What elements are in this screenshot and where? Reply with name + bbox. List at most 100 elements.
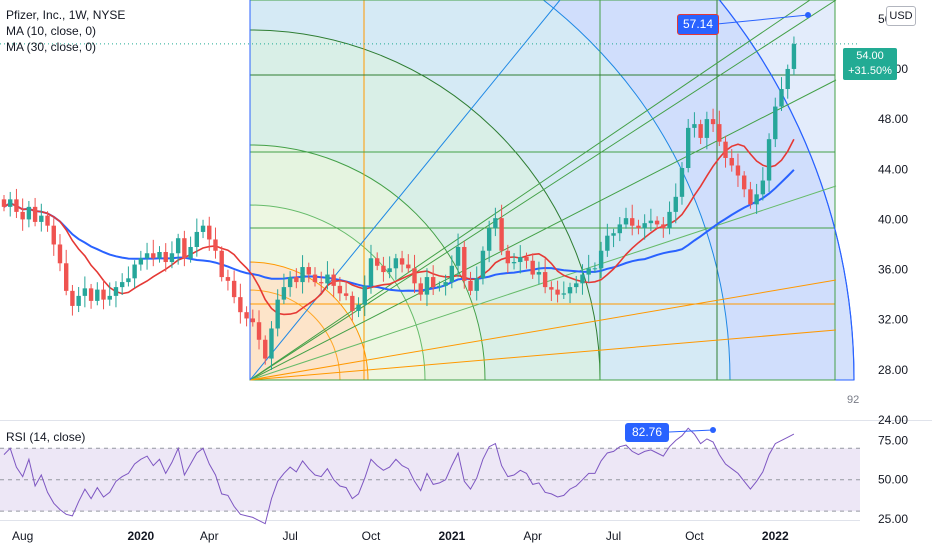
price-tick-label: 40.00 [878, 212, 908, 226]
candle [368, 258, 374, 286]
time-axis-line [0, 520, 860, 521]
candle [362, 285, 367, 305]
candle [269, 328, 274, 359]
candle [331, 274, 336, 286]
gann-ray [249, 279, 837, 381]
candle [375, 258, 380, 266]
candle [549, 287, 554, 290]
candle [356, 304, 361, 311]
gann-ray [249, 329, 837, 381]
candle [64, 263, 69, 291]
candle [748, 189, 753, 205]
price-callout[interactable]: 57.14 [677, 14, 719, 35]
rsi-callout[interactable]: 82.76 [625, 423, 669, 442]
candle [163, 252, 168, 263]
candle [1, 199, 7, 207]
candle [101, 289, 106, 300]
candle [611, 233, 616, 236]
candle [605, 235, 610, 251]
time-tick-label: Oct [362, 529, 381, 543]
candle [281, 287, 287, 300]
candle [486, 228, 492, 251]
rsi-tick-label: 75.00 [878, 433, 908, 447]
candle [598, 250, 604, 269]
time-tick-label: Apr [523, 529, 542, 543]
candle [39, 215, 44, 222]
candle [45, 215, 50, 226]
candles [1, 36, 797, 370]
candle [567, 287, 573, 294]
candle [188, 246, 193, 259]
candle [760, 180, 766, 195]
candle [617, 224, 622, 234]
candle [574, 283, 579, 288]
candle [735, 165, 741, 176]
candle [493, 218, 498, 229]
candle [505, 250, 511, 264]
candle [88, 288, 94, 301]
time-tick-label: 2020 [127, 529, 154, 543]
candle [480, 250, 486, 279]
candle [169, 253, 175, 263]
candle [698, 124, 703, 138]
ma30-legend[interactable]: MA (30, close, 0) [6, 40, 97, 54]
candle [157, 252, 162, 259]
candle [319, 282, 324, 284]
candle [443, 282, 448, 286]
candle [57, 244, 63, 264]
candle [119, 282, 125, 288]
candle [263, 339, 268, 359]
rsi-tick-label: 25.00 [878, 512, 908, 526]
candle [238, 297, 243, 313]
callout-connector [716, 14, 809, 25]
currency-badge[interactable]: USD [886, 6, 916, 26]
candle [586, 268, 591, 275]
chart-legend: Pfizer, Inc., 1W, NYSE MA (10, close, 0)… [6, 7, 125, 55]
candle [399, 258, 405, 265]
ma10-legend[interactable]: MA (10, close, 0) [6, 24, 97, 38]
candle [20, 211, 25, 220]
candle [741, 175, 747, 190]
candle [200, 225, 206, 232]
pane-separator [0, 420, 932, 421]
candle [729, 157, 734, 166]
candle [51, 225, 56, 245]
candle [151, 253, 156, 259]
candle [82, 288, 88, 296]
candle [623, 218, 629, 225]
price-tick-label: 44.00 [878, 162, 908, 176]
rsi-pane: 75.00 50.00 25.00 [0, 427, 908, 526]
candle [300, 267, 305, 283]
candle [648, 220, 654, 224]
candle [8, 199, 13, 207]
last-price-value: 54.00 [856, 50, 884, 62]
candle [536, 272, 542, 275]
rsi-legend[interactable]: RSI (14, close) [6, 430, 86, 444]
corner-label: 92 [847, 394, 860, 406]
candle [95, 289, 100, 301]
candle [381, 265, 386, 273]
candle [14, 199, 19, 212]
candle [437, 285, 442, 288]
candle [219, 250, 224, 278]
candle [518, 257, 523, 263]
candle [592, 268, 598, 270]
candle [679, 168, 685, 197]
time-tick-label: Jul [606, 529, 621, 543]
candle [175, 238, 181, 254]
candle [686, 127, 691, 168]
gann-ray [249, 0, 811, 381]
candle [754, 194, 759, 205]
candle [393, 258, 399, 269]
gann-ray [249, 79, 837, 381]
candle [462, 246, 467, 281]
candle [555, 289, 560, 295]
symbol-title[interactable]: Pfizer, Inc., 1W, NYSE [6, 8, 126, 22]
candle [530, 260, 535, 275]
candle [499, 218, 504, 251]
candle [542, 272, 548, 288]
candle [387, 268, 392, 273]
candle [661, 224, 666, 229]
